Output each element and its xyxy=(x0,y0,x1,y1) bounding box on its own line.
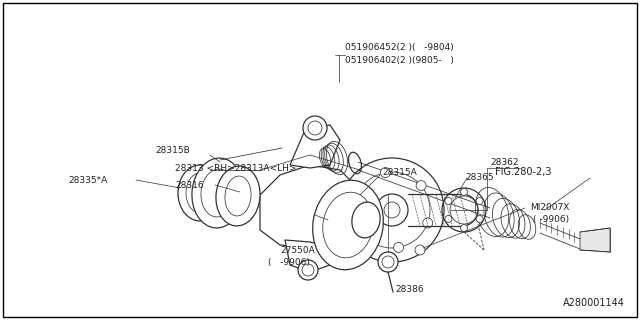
Circle shape xyxy=(461,188,467,196)
Ellipse shape xyxy=(192,158,244,228)
Circle shape xyxy=(445,197,452,204)
Circle shape xyxy=(476,215,483,222)
Text: 28335*A: 28335*A xyxy=(68,175,108,185)
Ellipse shape xyxy=(313,180,383,270)
Circle shape xyxy=(416,180,426,191)
Text: FIG.280-2,3: FIG.280-2,3 xyxy=(495,167,552,177)
Text: (   -9906): ( -9906) xyxy=(268,259,310,268)
Circle shape xyxy=(303,116,327,140)
Circle shape xyxy=(394,243,404,252)
Text: 28316: 28316 xyxy=(175,180,204,189)
Ellipse shape xyxy=(352,202,380,238)
Circle shape xyxy=(461,225,467,231)
Text: A280001144: A280001144 xyxy=(563,298,625,308)
Text: 28365: 28365 xyxy=(465,172,493,181)
Circle shape xyxy=(380,168,390,178)
Text: 28362: 28362 xyxy=(490,157,518,166)
Circle shape xyxy=(351,192,362,202)
Ellipse shape xyxy=(178,165,222,221)
Circle shape xyxy=(422,218,433,228)
Polygon shape xyxy=(290,125,340,168)
Circle shape xyxy=(476,197,483,204)
Text: 28386: 28386 xyxy=(395,285,424,294)
Text: 28313 <RH>28313A<LH>: 28313 <RH>28313A<LH> xyxy=(175,164,296,172)
Text: ( -9906): ( -9906) xyxy=(533,214,569,223)
Polygon shape xyxy=(580,228,610,252)
Circle shape xyxy=(298,260,318,280)
Circle shape xyxy=(378,252,398,272)
Ellipse shape xyxy=(349,152,362,174)
Ellipse shape xyxy=(216,166,260,226)
Text: MI2007X: MI2007X xyxy=(530,203,570,212)
Circle shape xyxy=(445,215,452,222)
Circle shape xyxy=(358,229,368,239)
Text: 28315A: 28315A xyxy=(382,167,417,177)
Text: 28315B: 28315B xyxy=(155,146,189,155)
Text: 27550A: 27550A xyxy=(280,245,315,254)
Polygon shape xyxy=(260,165,355,248)
Polygon shape xyxy=(285,240,335,272)
Text: 051906402(2 )(9805-   ): 051906402(2 )(9805- ) xyxy=(345,55,454,65)
Circle shape xyxy=(415,245,425,255)
Text: 051906452(2 )(   -9804): 051906452(2 )( -9804) xyxy=(345,43,454,52)
